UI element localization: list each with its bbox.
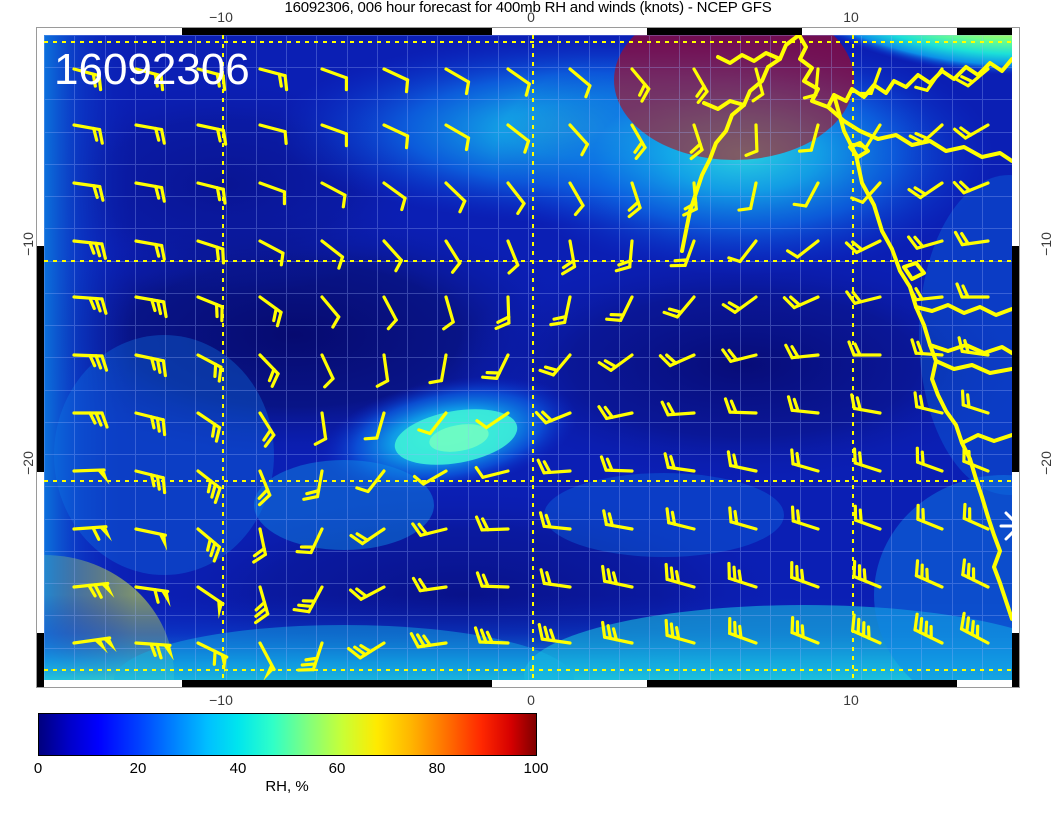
axis-ribbon-right [1012, 28, 1019, 687]
ytick-label-right-1: −20 [1037, 451, 1054, 475]
date-stamp: 16092306 [54, 45, 250, 94]
colorbar-tick-2: 40 [229, 760, 247, 777]
ytick-label-left-0: −10 [19, 232, 36, 256]
colorbar-tick-5: 100 [523, 760, 549, 777]
xtick-label-bottom-2: 10 [843, 692, 859, 708]
xtick-label-bottom-1: 0 [527, 692, 535, 708]
colorbar-tick-3: 60 [328, 760, 346, 777]
wind-barb-layer [69, 57, 997, 680]
ytick-label-right-0: −10 [1037, 232, 1054, 256]
colorbar-tick-0: 0 [33, 760, 43, 777]
axis-ribbon-top [37, 28, 1019, 35]
axis-ribbon-bottom [37, 680, 1019, 687]
colorbar-gradient [38, 713, 537, 756]
colorbar-tick-1: 20 [129, 760, 147, 777]
axis-ribbon-left [37, 28, 44, 687]
graticule [44, 35, 1012, 680]
xtick-label-top-2: 10 [843, 9, 859, 25]
colorbar[interactable] [38, 713, 537, 756]
colorbar-tick-4: 80 [428, 760, 446, 777]
xtick-label-bottom-0: −10 [209, 692, 233, 708]
page-title: 16092306, 006 hour forecast for 400mb RH… [284, 0, 772, 16]
ytick-label-left-1: −20 [19, 451, 36, 475]
rh-field[interactable]: 16092306 [44, 35, 1012, 680]
xtick-label-top-1: 0 [527, 9, 535, 25]
station-marker [999, 511, 1012, 541]
colorbar-label: RH, % [265, 778, 309, 795]
xtick-label-top-0: −10 [209, 9, 233, 25]
map-axes[interactable]: 16092306 [36, 27, 1020, 688]
